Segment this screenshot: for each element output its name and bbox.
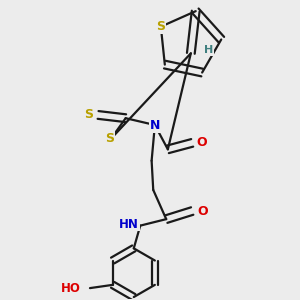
Text: N: N	[150, 118, 160, 131]
Text: S: S	[84, 108, 93, 122]
Text: S: S	[156, 20, 165, 33]
Text: O: O	[196, 136, 207, 149]
Text: H: H	[204, 45, 213, 55]
Text: HN: HN	[119, 218, 139, 230]
Text: HO: HO	[61, 282, 81, 295]
Text: O: O	[197, 205, 208, 218]
Text: S: S	[105, 132, 114, 145]
